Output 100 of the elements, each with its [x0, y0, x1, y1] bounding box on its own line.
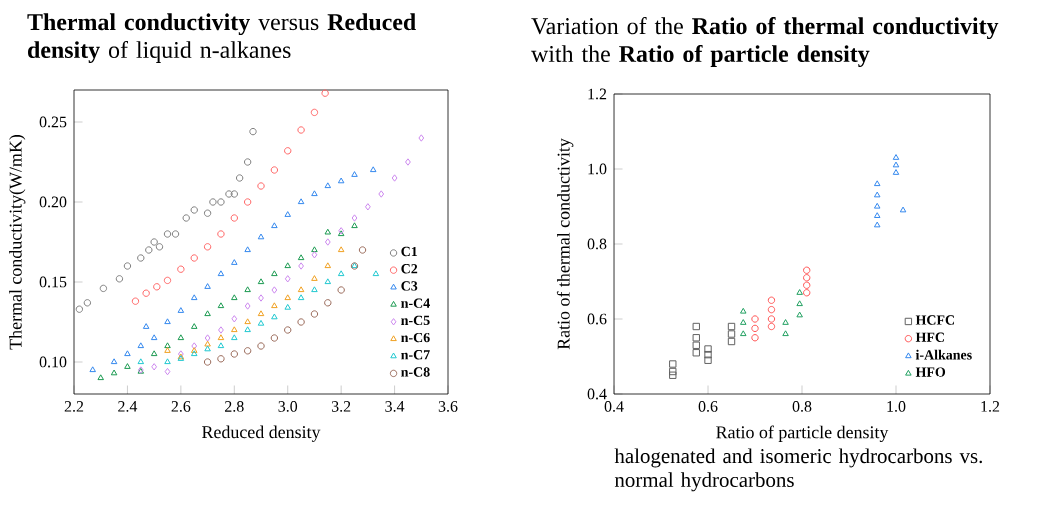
point: [311, 190, 318, 197]
point: [311, 246, 318, 253]
point: [115, 275, 124, 283]
point: [297, 198, 305, 205]
point: [297, 254, 305, 261]
point: [217, 355, 225, 363]
point: [740, 307, 747, 314]
point: [378, 190, 385, 198]
point: [243, 158, 252, 166]
point: [217, 198, 225, 206]
point: [284, 262, 291, 269]
point: [89, 366, 96, 373]
x-axis-title: Ratio of particle density: [716, 425, 889, 443]
point: [803, 266, 811, 274]
point: [150, 334, 158, 341]
point: [337, 270, 345, 277]
point: [217, 334, 225, 341]
point: [873, 180, 881, 187]
point: [191, 342, 198, 350]
point: [892, 154, 900, 160]
point: [75, 305, 84, 313]
point: [321, 89, 329, 97]
point: [324, 278, 332, 285]
point: [204, 334, 211, 342]
point: [230, 214, 238, 222]
point: [351, 214, 358, 222]
point: [177, 265, 185, 273]
point: [257, 310, 265, 317]
point: [153, 283, 161, 291]
point: [892, 169, 900, 175]
point: [217, 230, 225, 238]
point: [297, 286, 305, 293]
point: [145, 246, 153, 254]
point: [244, 326, 251, 333]
point: [892, 161, 900, 168]
point: [257, 278, 265, 285]
point: [83, 299, 92, 307]
point: [190, 323, 198, 329]
point: [155, 243, 164, 251]
point: [257, 182, 265, 190]
point: [782, 330, 789, 337]
point: [740, 319, 747, 325]
point: [217, 270, 225, 277]
point: [257, 342, 265, 350]
point: [231, 326, 238, 333]
point: [692, 349, 700, 357]
point: [137, 342, 145, 349]
point: [271, 313, 278, 320]
point: [704, 345, 712, 353]
point: [217, 302, 225, 309]
point: [751, 334, 759, 342]
point: [151, 363, 158, 371]
point: [164, 358, 171, 365]
point: [243, 198, 252, 206]
point: [123, 262, 132, 270]
point: [767, 296, 776, 304]
point: [298, 262, 304, 270]
point: [249, 127, 257, 136]
point: [231, 315, 238, 323]
point: [271, 222, 278, 229]
point: [204, 283, 211, 289]
point: [203, 209, 212, 217]
point: [310, 108, 319, 117]
point: [751, 324, 759, 333]
point: [164, 342, 171, 349]
point: [692, 341, 700, 349]
point: [311, 286, 318, 293]
point: [190, 254, 198, 262]
point: [297, 294, 305, 301]
point: [142, 323, 150, 329]
point: [803, 281, 811, 289]
point: [767, 305, 776, 314]
point: [704, 356, 712, 364]
point: [727, 330, 736, 338]
point: [284, 211, 291, 217]
point: [171, 230, 180, 238]
point: [767, 315, 776, 323]
point: [297, 126, 305, 134]
point: [244, 302, 251, 310]
point: [324, 262, 332, 269]
point: [310, 310, 319, 318]
point: [131, 297, 140, 305]
point: [391, 174, 398, 182]
point: [270, 166, 279, 174]
point: [110, 369, 118, 376]
point: [204, 340, 211, 347]
point: [751, 315, 759, 323]
point: [137, 358, 145, 365]
point: [324, 238, 331, 246]
point: [669, 367, 677, 376]
point: [97, 374, 104, 381]
point: [124, 363, 131, 369]
point: [124, 350, 131, 357]
point: [230, 350, 238, 358]
point: [284, 147, 292, 155]
point: [235, 174, 244, 182]
point: [873, 191, 881, 198]
point: [182, 214, 190, 222]
point: [692, 334, 700, 342]
point: [669, 360, 677, 368]
